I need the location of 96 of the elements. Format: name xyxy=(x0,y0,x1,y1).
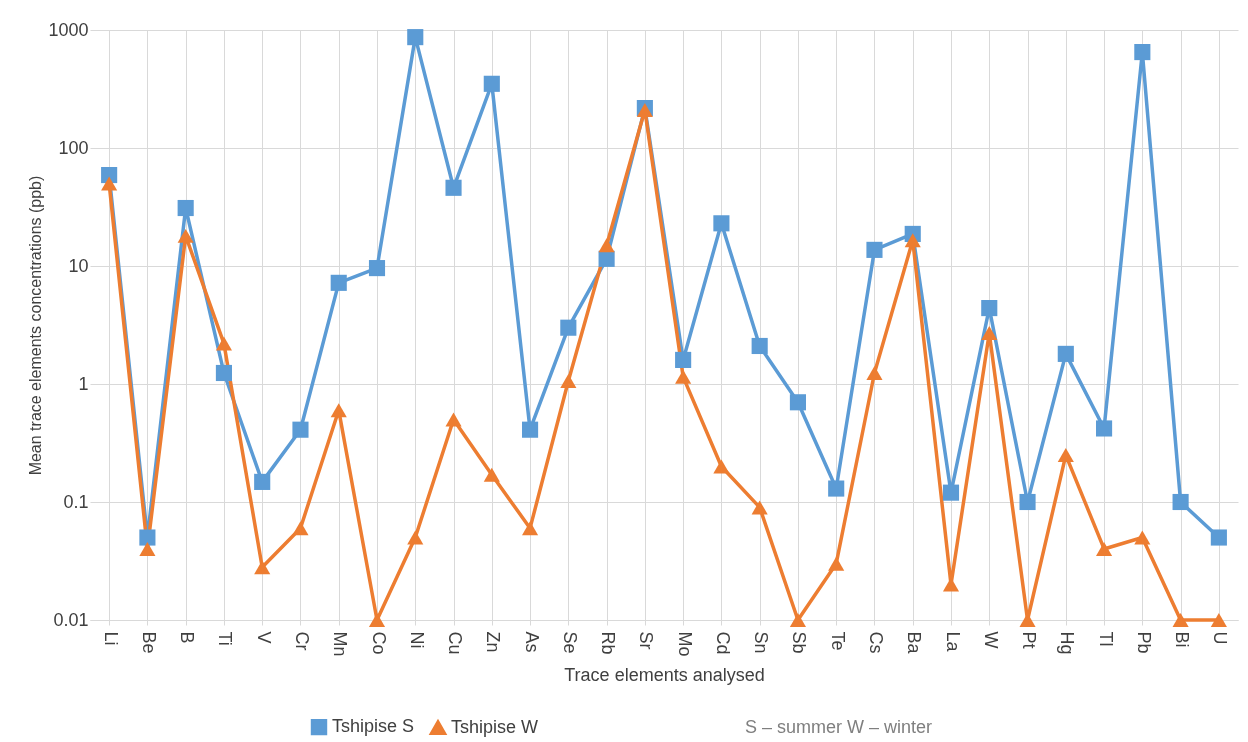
point xyxy=(483,467,500,482)
point xyxy=(1096,420,1113,437)
point xyxy=(407,530,424,545)
x-tick-label: Te xyxy=(827,631,848,651)
y-axis-title: Mean trace elements concentrations (ppb) xyxy=(27,175,45,476)
point xyxy=(139,529,156,546)
point xyxy=(1019,493,1036,511)
legend-label: Tshipise S xyxy=(332,716,415,737)
y-tick-label: 1000 xyxy=(48,19,89,40)
y-tick-label: 0.1 xyxy=(63,491,89,512)
y-tick-label: 10 xyxy=(68,255,89,276)
point xyxy=(713,215,730,232)
point xyxy=(560,319,577,336)
point xyxy=(1210,613,1227,627)
point xyxy=(1134,44,1151,61)
point xyxy=(904,233,921,248)
point xyxy=(828,480,845,497)
point xyxy=(828,556,845,571)
point xyxy=(177,199,194,217)
point xyxy=(407,29,424,46)
point xyxy=(101,176,118,191)
x-tick-label: Pb xyxy=(1133,631,1154,654)
point xyxy=(560,374,577,388)
point xyxy=(981,300,998,317)
x-tick-label: Co xyxy=(368,631,389,655)
point xyxy=(330,274,347,291)
point xyxy=(368,260,386,277)
x-tick-label: Hg xyxy=(1057,631,1078,655)
point xyxy=(1057,345,1074,362)
x-tick-label: Bi xyxy=(1172,631,1193,648)
x-tick-label: Sn xyxy=(751,631,772,654)
point xyxy=(1134,530,1151,545)
point xyxy=(483,75,500,92)
point xyxy=(981,326,998,341)
point xyxy=(675,369,692,384)
point xyxy=(1172,613,1189,627)
x-tick-label: Sb xyxy=(789,631,810,654)
x-tick-label: Zn xyxy=(483,631,504,653)
point xyxy=(751,500,768,515)
point xyxy=(254,560,271,575)
point xyxy=(215,336,232,351)
point xyxy=(1057,448,1074,463)
x-tick-label: Mn xyxy=(330,631,351,657)
point xyxy=(330,403,347,418)
x-tick-label: Ni xyxy=(406,631,427,649)
point xyxy=(751,337,768,355)
text: S – summer W – winter xyxy=(745,717,933,737)
legend-label: Tshipise W xyxy=(451,716,539,737)
point xyxy=(713,459,730,474)
point xyxy=(522,521,539,536)
x-tick-label: Pt xyxy=(1019,631,1040,649)
point xyxy=(1096,541,1113,556)
y-tick-label: 0.01 xyxy=(53,609,89,630)
point xyxy=(598,250,615,267)
point xyxy=(789,394,806,411)
x-tick-label: Sr xyxy=(636,631,657,650)
x-tick-label: B xyxy=(177,631,198,644)
x-tick-label: Cd xyxy=(712,631,733,655)
x-tick-label: Ba xyxy=(904,631,925,655)
point xyxy=(292,521,309,536)
point xyxy=(942,484,960,501)
x-tick-label: U xyxy=(1210,631,1231,645)
x-tick-label: Mo xyxy=(674,631,695,657)
x-tick-label: Rb xyxy=(598,631,619,655)
x-axis-title: Trace elements analysed xyxy=(564,664,765,685)
x-tick-label: V xyxy=(253,631,274,644)
x-tick-label: Se xyxy=(559,631,580,654)
x-tick-label: Cu xyxy=(445,631,466,655)
x-tick-label: Tl xyxy=(1095,631,1116,647)
point xyxy=(254,473,271,490)
point xyxy=(598,238,615,253)
point xyxy=(101,166,118,184)
point xyxy=(445,412,462,427)
x-tick-label: Cr xyxy=(291,631,312,651)
x-tick-label: W xyxy=(980,631,1001,649)
point xyxy=(292,421,309,438)
point xyxy=(1172,493,1189,511)
point xyxy=(522,421,539,438)
point xyxy=(866,365,883,380)
x-tick-label: La xyxy=(942,631,963,653)
point xyxy=(215,364,232,382)
point xyxy=(866,241,883,258)
x-tick-label: As xyxy=(521,631,542,653)
point xyxy=(789,613,806,627)
point xyxy=(445,179,462,196)
point xyxy=(1210,529,1227,546)
x-tick-label: Be xyxy=(138,631,159,654)
point xyxy=(139,541,156,556)
point xyxy=(368,613,386,627)
x-tick-label: Ti xyxy=(215,631,236,646)
y-tick-label: 100 xyxy=(58,137,89,158)
x-tick-label: Cs xyxy=(865,631,886,654)
y-tick-label: 1 xyxy=(78,373,89,394)
point xyxy=(177,228,194,243)
point xyxy=(675,351,692,368)
x-tick-label: Li xyxy=(100,631,121,646)
